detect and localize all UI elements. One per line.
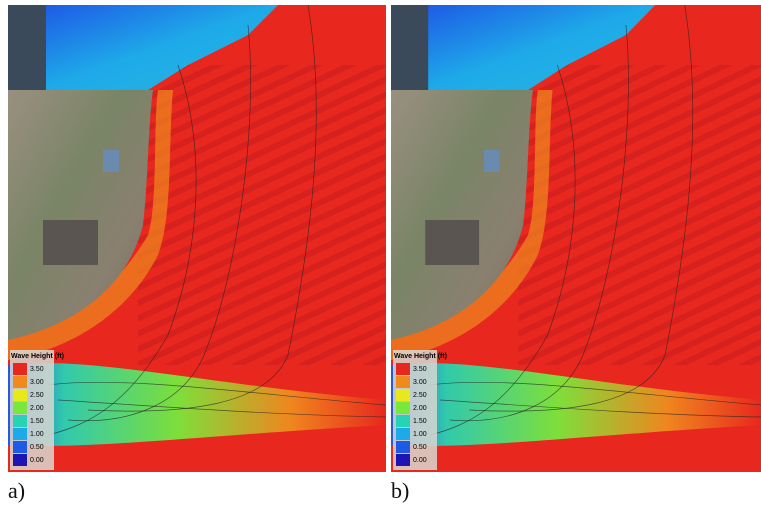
legend-label: 1.50	[413, 418, 427, 425]
legend-label: 0.50	[413, 444, 427, 451]
wave-map: Wave Height (ft) 3.50 3.00 2.50 2.00 1.50 1.00…	[391, 5, 761, 472]
legend-swatch	[396, 376, 410, 388]
legend-swatch	[396, 363, 410, 375]
figure: Wave Height (ft) 3.50 3.00 2.50 2.00 1.50 1.00…	[0, 0, 761, 510]
legend-swatch	[396, 454, 410, 466]
legend-label: 2.50	[30, 392, 44, 399]
building	[43, 220, 98, 265]
legend-label: 3.50	[30, 366, 44, 373]
legend-swatch	[13, 441, 27, 453]
legend-label: 1.00	[413, 431, 427, 438]
legend-label: 0.00	[30, 457, 44, 464]
legend-swatch	[13, 428, 27, 440]
wave-map: Wave Height (ft) 3.50 3.00 2.50 2.00 1.50 1.00…	[8, 5, 386, 472]
legend-label: 0.50	[30, 444, 44, 451]
legend-label: 2.50	[413, 392, 427, 399]
panel-label: a)	[8, 478, 25, 504]
building	[425, 220, 479, 265]
legend-label: 0.00	[413, 457, 427, 464]
legend-swatch	[13, 402, 27, 414]
legend-swatch	[13, 376, 27, 388]
legend-label: 1.00	[30, 431, 44, 438]
map-layer	[391, 5, 761, 472]
legend-label: 2.00	[413, 405, 427, 412]
legend-swatch	[396, 441, 410, 453]
legend-label: 3.00	[30, 379, 44, 386]
legend-swatch	[396, 402, 410, 414]
wave-stripes	[518, 65, 761, 365]
legend-swatch	[396, 428, 410, 440]
marina	[391, 5, 428, 90]
legend-label: 3.50	[413, 366, 427, 373]
building	[484, 150, 500, 172]
marina	[8, 5, 46, 90]
legend-swatch	[13, 415, 27, 427]
map-layer	[8, 5, 386, 472]
legend-label: 2.00	[30, 405, 44, 412]
legend-swatch	[13, 454, 27, 466]
wave-stripes	[138, 65, 386, 365]
panel-label: b)	[391, 478, 409, 504]
legend-swatch	[396, 415, 410, 427]
legend-label: 3.00	[413, 379, 427, 386]
legend-label: 1.50	[30, 418, 44, 425]
building	[103, 150, 119, 172]
legend-title: Wave Height (ft)	[11, 353, 64, 360]
legend-swatch	[13, 389, 27, 401]
legend-swatch	[13, 363, 27, 375]
legend-title: Wave Height (ft)	[394, 353, 447, 360]
legend-swatch	[396, 389, 410, 401]
